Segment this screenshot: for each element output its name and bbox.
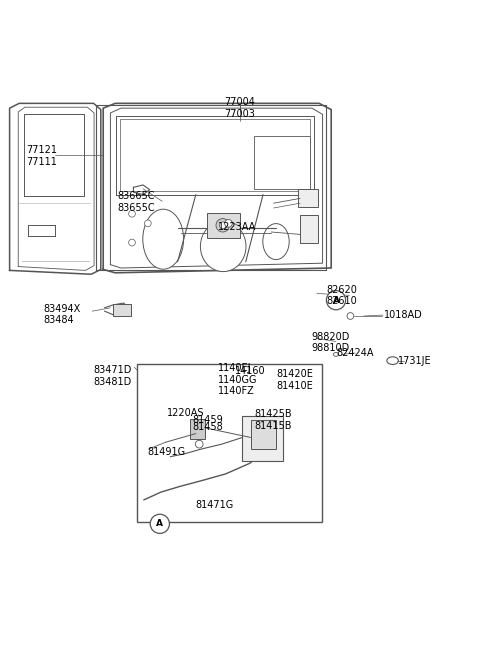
Text: 81458: 81458 [192, 422, 223, 432]
Text: 14160: 14160 [235, 366, 266, 376]
Bar [300, 215, 318, 243]
Bar [254, 136, 310, 189]
Text: A: A [333, 296, 339, 304]
Text: 83494X
83484: 83494X 83484 [43, 304, 81, 325]
Text: 1018AD: 1018AD [384, 310, 423, 320]
Ellipse shape [333, 352, 339, 356]
Bar [137, 364, 322, 522]
Bar [113, 304, 131, 316]
Text: 77121
77111: 77121 77111 [26, 146, 58, 167]
Text: 82424A: 82424A [336, 348, 373, 358]
Bar [298, 189, 318, 207]
Text: 82620
82610: 82620 82610 [326, 285, 357, 306]
Circle shape [129, 211, 135, 217]
Circle shape [225, 220, 232, 227]
Bar [190, 419, 205, 440]
Text: A: A [156, 520, 163, 528]
Text: 81471G: 81471G [196, 500, 234, 510]
Text: 98820D
98810D: 98820D 98810D [311, 331, 349, 353]
Circle shape [219, 222, 226, 229]
Circle shape [129, 239, 135, 246]
Bar [207, 213, 240, 237]
Text: 83471D
83481D: 83471D 83481D [94, 365, 132, 387]
Circle shape [216, 218, 229, 232]
Ellipse shape [263, 224, 289, 260]
Text: 77004
77003: 77004 77003 [225, 97, 255, 119]
Ellipse shape [201, 221, 246, 272]
Circle shape [144, 220, 151, 227]
Text: 1220AS: 1220AS [167, 409, 204, 419]
Circle shape [326, 291, 346, 310]
Text: 81425B
81415B: 81425B 81415B [254, 409, 292, 431]
Text: 1140EJ
1140GG
1140FZ: 1140EJ 1140GG 1140FZ [218, 363, 258, 396]
Ellipse shape [387, 357, 398, 365]
Text: 1223AA: 1223AA [218, 222, 257, 232]
Circle shape [150, 514, 169, 533]
Text: 81420E
81410E: 81420E 81410E [276, 369, 313, 390]
Text: 81491G: 81491G [148, 447, 186, 457]
Text: 83665C
83655C: 83665C 83655C [118, 192, 155, 213]
Bar [251, 420, 276, 449]
Bar [242, 416, 283, 461]
Text: 1731JE: 1731JE [398, 356, 432, 365]
Circle shape [347, 313, 354, 319]
Circle shape [195, 440, 203, 448]
Circle shape [224, 367, 231, 374]
Text: 81459: 81459 [192, 415, 223, 425]
Ellipse shape [143, 209, 184, 269]
